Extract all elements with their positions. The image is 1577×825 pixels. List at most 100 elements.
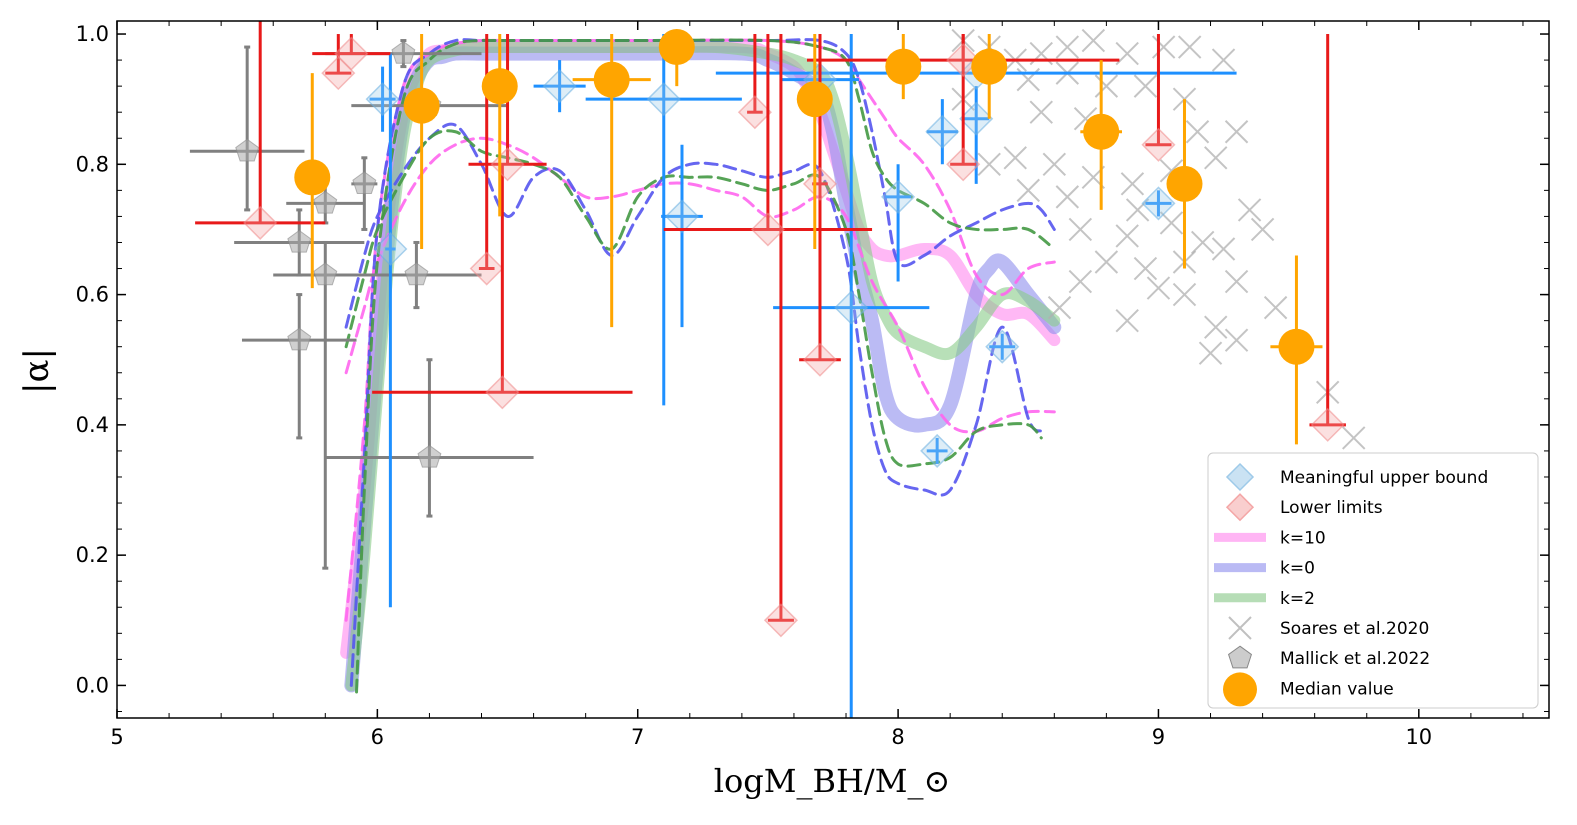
soares-point-39 (1068, 269, 1093, 294)
lower-limit-point-9 (802, 342, 838, 377)
mallick-point-5 (352, 171, 377, 195)
soares-point-24 (1016, 178, 1040, 203)
legend-entry-7: Median value (1223, 672, 1394, 707)
soares-point-50 (1342, 426, 1366, 450)
soares-point-45 (1204, 315, 1228, 339)
soares-point-22 (1042, 152, 1067, 177)
soares-point-47 (1198, 341, 1223, 365)
lower-limit-point-2 (334, 36, 369, 71)
legend-entry-0: Meaningful upper bound (1225, 462, 1488, 492)
soares-point-23 (1204, 146, 1228, 170)
y-tick-label-3: 0.6 (76, 283, 109, 307)
lower-limit-point-14 (946, 43, 981, 78)
x-tick-label-0: 5 (110, 725, 123, 749)
legend-label-7: Median value (1280, 679, 1394, 699)
soares-point-32 (1159, 211, 1184, 235)
upper-bound-point-7 (925, 114, 960, 149)
x-axis-label: logM_BH/M_⊙ (714, 762, 951, 800)
soares-point-35 (1094, 250, 1119, 274)
soares-point-30 (1068, 217, 1093, 242)
axis-ticks: 5 6 7 8 9 10 0.0 0.2 0.4 0.6 0.8 1.0 (76, 21, 1549, 749)
median-point-4 (658, 29, 695, 66)
soares-point-51 (1125, 198, 1150, 222)
upper-bound-point-12 (1141, 186, 1176, 221)
mallick-point-4 (313, 190, 338, 214)
legend-entry-1: Lower limits (1225, 493, 1383, 522)
legend-entry-5: Soares et al.2020 (1228, 616, 1429, 640)
legend-marker-7 (1223, 672, 1257, 707)
legend-label-1: Lower limits (1280, 498, 1383, 518)
mallick-point-2 (287, 327, 312, 351)
upper-bound-point-2 (542, 69, 577, 104)
mallick-point-1 (287, 229, 312, 253)
mallick-point-6 (391, 40, 416, 64)
median-point-2 (481, 68, 518, 105)
median-point-5 (796, 81, 833, 118)
x-tick-label-5: 10 (1405, 725, 1432, 749)
lower-limit-point-11 (946, 147, 981, 182)
upper-bound-point-5 (834, 290, 869, 325)
legend-label-5: Soares et al.2020 (1280, 619, 1429, 639)
mallick-point-3 (313, 262, 338, 286)
soares-point-21 (1003, 146, 1027, 170)
legend-entry-6: Mallick et al.2022 (1227, 645, 1430, 669)
x-tick-label-4: 9 (1152, 725, 1165, 749)
mallick-point-0 (235, 138, 260, 162)
points-layer (189, 21, 1366, 718)
upper-bound-point-4 (664, 199, 700, 234)
soares-point-31 (1115, 224, 1139, 248)
soares-point-20 (977, 152, 1001, 177)
soares-point-41 (1224, 269, 1249, 294)
soares-point-44 (1115, 308, 1139, 333)
legend-marker-5 (1228, 616, 1252, 640)
soares-point-13 (1133, 74, 1158, 98)
soares-point-5 (1081, 28, 1106, 53)
curve-k-10-bound-low (344, 136, 1056, 434)
median-point-8 (1083, 113, 1120, 150)
curve-k-2-bound-low (344, 129, 1043, 468)
lower-limit-point-7 (763, 603, 798, 638)
soares-point-18 (1185, 120, 1210, 144)
soares-point-43 (1172, 282, 1197, 307)
mallick-point-9 (404, 262, 429, 286)
soares-point-8 (1177, 35, 1202, 59)
legend: Meaningful upper bound Lower limits k=10 k=… (1207, 452, 1539, 709)
soares-point-27 (1120, 172, 1145, 196)
legend-marker-0 (1225, 462, 1255, 492)
soares-point-29 (1237, 198, 1262, 222)
soares-point-9 (1211, 48, 1236, 72)
y-tick-label-5: 1.0 (76, 22, 109, 46)
legend-entries: Meaningful upper bound Lower limits k=10 k=… (1214, 462, 1488, 707)
legend-box (1207, 452, 1539, 709)
x-tick-label-2: 7 (631, 725, 644, 749)
lower-limit-point-12 (1141, 127, 1176, 162)
upper-bound-point-0 (373, 231, 408, 267)
upper-bound-point-1 (365, 82, 400, 117)
lower-limit-point-10 (802, 166, 838, 201)
y-axis-label: |α| (17, 348, 57, 394)
legend-label-0: Meaningful upper bound (1280, 468, 1488, 488)
median-point-6 (885, 48, 922, 85)
soares-point-42 (1047, 295, 1072, 320)
y-tick-label-0: 0.0 (76, 673, 109, 697)
plot-frame (116, 20, 1550, 719)
legend-label-3: k=0 (1280, 559, 1315, 579)
curve-k-0-bound-high (349, 38, 1056, 687)
median-point-9 (1166, 165, 1203, 202)
soares-point-46 (1263, 295, 1288, 320)
y-tick-label-4: 0.8 (76, 152, 109, 176)
soares-point-6 (1115, 41, 1139, 66)
legend-marker-6 (1227, 645, 1253, 669)
lower-limit-point-6 (737, 95, 772, 130)
legend-label-6: Mallick et al.2022 (1280, 649, 1430, 669)
soares-point-4 (1055, 35, 1080, 59)
median-point-10 (1278, 328, 1315, 365)
soares-point-12 (1094, 74, 1119, 98)
lower-limit-point-0 (243, 205, 278, 240)
median-point-1 (403, 87, 440, 124)
soares-point-14 (1172, 87, 1197, 111)
upper-bound-point-3 (646, 82, 681, 117)
y-tick-label-2: 0.4 (76, 413, 109, 437)
lower-limit-point-13 (1310, 407, 1345, 442)
curve-k-0-bound-low (344, 122, 1043, 497)
